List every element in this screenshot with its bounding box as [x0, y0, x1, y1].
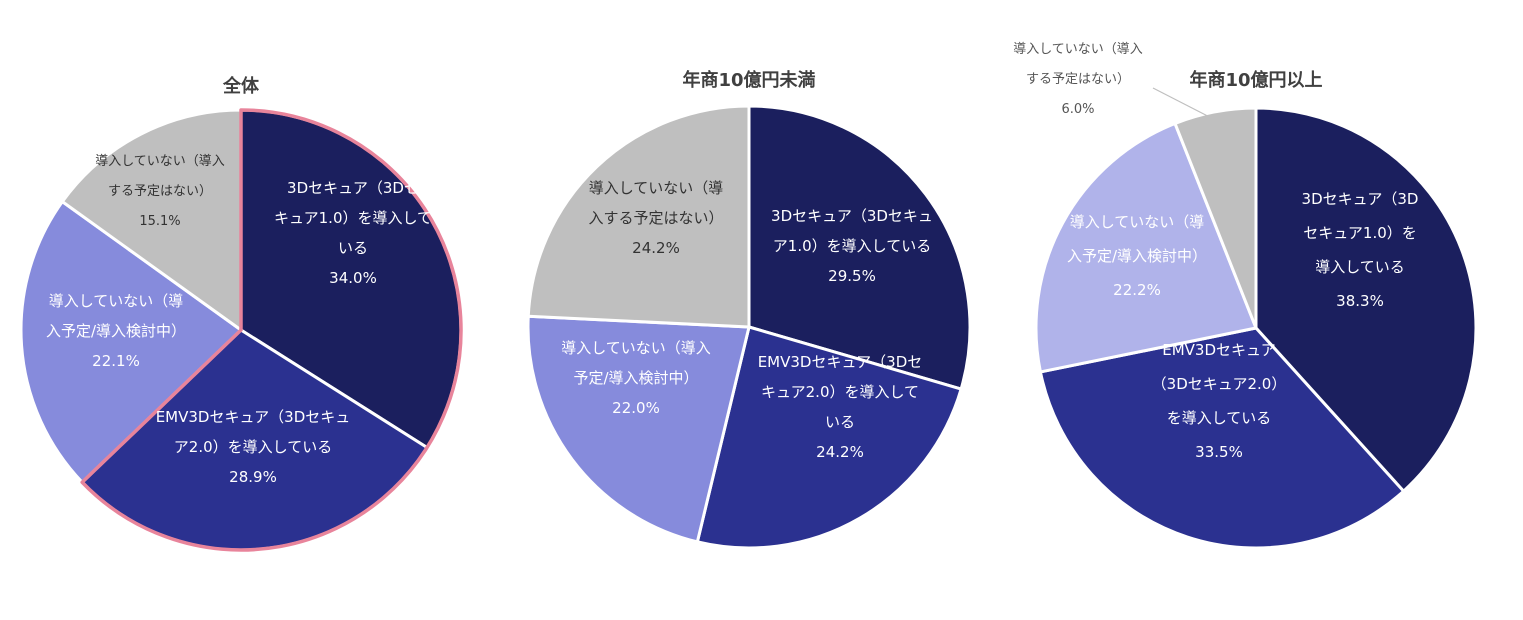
pie-slice: [19, 200, 243, 484]
slice-value-label: 6.0%: [1061, 102, 1094, 117]
slice-category-label: いる: [825, 413, 855, 431]
slice-category-label: を導入している: [1167, 409, 1272, 427]
slice-category-label: いる: [338, 239, 368, 257]
slice-value-label: 38.3%: [1336, 292, 1384, 310]
leader-line: [1152, 87, 1217, 122]
slice-category-label: EMV3Dセキュア（3Dセ: [758, 353, 923, 371]
slice-category-label: 導入していない（導入: [95, 154, 225, 169]
slice-category-label: ア2.0）を導入している: [174, 438, 332, 456]
slice-category-label: 入する予定はない）: [588, 209, 723, 227]
slice-category-label: 入予定/導入検討中）: [1067, 247, 1207, 265]
slice-category-label: 導入していない（導入: [561, 339, 711, 357]
pie-slice: [60, 108, 243, 332]
slice-category-label: キュア2.0）を導入して: [761, 383, 919, 401]
slice-category-label: EMV3Dセキュア（3Dセキュ: [156, 408, 351, 426]
chart-title: 年商10億円未満: [682, 69, 815, 91]
slice-category-label: 3Dセキュア（3Dセキュ: [771, 207, 933, 225]
slice-category-label: 導入していない（導: [589, 179, 724, 197]
pie-slice: [526, 104, 751, 329]
slice-category-label: 予定/導入検討中）: [573, 369, 698, 387]
pie-slice: [695, 325, 963, 550]
slice-label: EMV3Dセキュア （3Dセキュア2.0） を導入している 33.5%: [1152, 341, 1287, 461]
pie-slice: [1173, 106, 1258, 330]
slice-value-label: 28.9%: [229, 468, 277, 486]
slice-category-label: 入予定/導入検討中）: [46, 322, 186, 340]
pie-chart-3: 年商10億円以上 3Dセキュア（3D セキュア1.0）を導入している 38.3% EMV…: [1013, 42, 1478, 550]
slice-value-label: 22.1%: [92, 352, 140, 370]
slice-value-label: 24.2%: [632, 239, 680, 257]
slice-category-label: EMV3Dセキュア: [1162, 341, 1275, 359]
slice-value-label: 24.2%: [816, 443, 864, 461]
slice-highlight-outline: [80, 108, 463, 552]
pie-slice: [747, 104, 972, 391]
slice-category-label: （3Dセキュア2.0）: [1152, 375, 1287, 393]
slice-category-label: 導入していない（導: [49, 292, 184, 310]
slice-category-label: 導入していない（導入: [1013, 42, 1143, 57]
slice-category-label: セキュア1.0）を: [1303, 224, 1417, 242]
slice-value-label: 33.5%: [1195, 443, 1243, 461]
slice-value-label: 22.0%: [612, 399, 660, 417]
slice-value-label: 34.0%: [329, 269, 377, 287]
slice-category-label: キュア1.0）を導入して: [274, 209, 432, 227]
slice-category-label: 3Dセキュア（3D: [1302, 190, 1419, 208]
slice-category-label: する予定はない）: [108, 184, 212, 199]
pie-slice: [526, 314, 751, 544]
slice-label: 3Dセキュア（3D セキュア1.0）を導入している 38.3%: [1302, 190, 1419, 310]
slice-category-label: する予定はない）: [1026, 72, 1130, 87]
chart-title: 全体: [222, 75, 260, 97]
slice-value-label: 15.1%: [139, 214, 180, 229]
slice-category-label: 導入している: [1315, 258, 1405, 276]
slice-value-label: 29.5%: [828, 267, 876, 285]
slice-label: EMV3Dセキュア（3Dセキュア2.0）を導入している 28.9%: [156, 408, 351, 486]
pie-slice: [1034, 121, 1258, 374]
chart-title: 年商10億円以上: [1189, 69, 1322, 91]
slice-category-label: 3Dセキュア（3Dセ: [287, 179, 419, 197]
slice-value-label: 22.2%: [1113, 281, 1161, 299]
slice-label: EMV3Dセキュア（3Dセキュア2.0）を導入している 24.2%: [758, 353, 923, 461]
slice-category-label: ア1.0）を導入している: [773, 237, 931, 255]
pie-slice: [1254, 106, 1478, 493]
slice-category-label: 導入していない（導: [1070, 213, 1205, 231]
pie-slice: [1038, 326, 1406, 550]
